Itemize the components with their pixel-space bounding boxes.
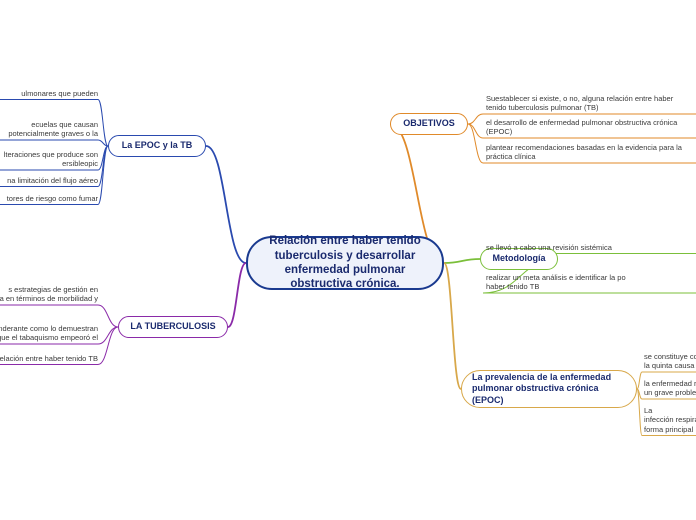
central-topic[interactable]: Relación entre haber tenido tuberculosis… [246,236,444,290]
leaf-epoc-tb-0: ulmonares que pueden [21,89,98,98]
leaf-tuberculosis-2: ste relación entre haber tenido TB [0,354,98,363]
leaf-objetivos-0: Suestablecer si existe, o no, alguna rel… [486,94,673,113]
leaf-epoc-tb-1: ecuelas que causanpotencialmente graves … [8,120,98,139]
leaf-epoc-tb-3: na limitación del flujo aéreo [7,176,98,185]
leaf-tuberculosis-1: reponderante como lo demuestranque el ta… [0,324,98,343]
leaf-metodologia-1: realizar un meta análisis e identificar … [486,273,626,292]
leaf-epoc-tb-2: lteraciones que produce sonersibleopic [4,150,98,169]
branch-tuberculosis[interactable]: LA TUBERCULOSIS [118,316,228,338]
leaf-prevalencia-1: la enfermedad reun grave problem [644,379,696,398]
leaf-objetivos-2: plantear recomendaciones basadas en la e… [486,143,682,162]
leaf-tuberculosis-0: s estrategias de gestión encarga en térm… [0,285,98,304]
branch-epoc-tb[interactable]: La EPOC y la TB [108,135,206,157]
branch-prevalencia[interactable]: La prevalencia de la enfermedad pulmonar… [461,370,637,408]
leaf-prevalencia-0: se constituye corla quinta causa d [644,352,696,371]
leaf-metodologia-0: se llevó a cabo una revisión sistémica [486,243,612,252]
leaf-epoc-tb-4: tores de riesgo como fumar [7,194,98,203]
branch-objetivos[interactable]: OBJETIVOS [390,113,468,135]
leaf-prevalencia-2: Lainfección respiraforma principal [644,406,696,434]
leaf-objetivos-1: el desarrollo de enfermedad pulmonar obs… [486,118,677,137]
